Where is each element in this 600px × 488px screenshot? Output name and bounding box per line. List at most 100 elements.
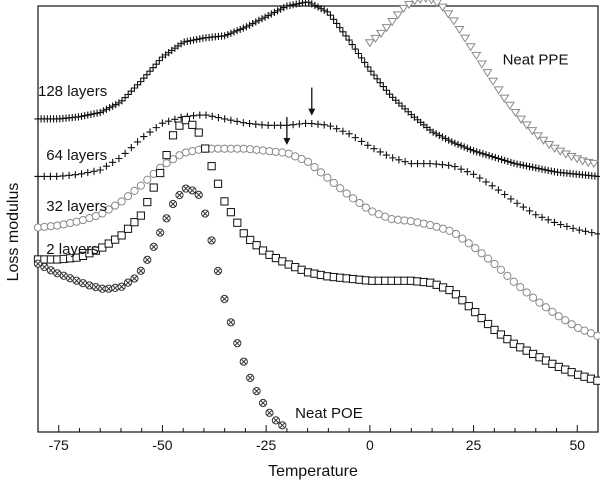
- data-point: [541, 166, 549, 174]
- data-point: [370, 34, 381, 44]
- data-point-cross: [234, 340, 241, 347]
- data-point: [207, 162, 216, 171]
- data-point: [465, 43, 476, 52]
- data-point: [488, 182, 496, 190]
- data-point: [137, 78, 145, 86]
- data-point: [535, 164, 543, 173]
- data-point: [278, 148, 287, 157]
- data-point: [469, 170, 478, 178]
- data-point: [165, 117, 173, 125]
- data-point-cross: [86, 282, 93, 289]
- data-point: [102, 105, 111, 113]
- data-point: [308, 0, 316, 8]
- data-point: [214, 114, 223, 122]
- data-point: [445, 226, 454, 235]
- data-point: [213, 266, 223, 276]
- data-point: [519, 161, 527, 169]
- series-labels: 128 layers 64 layers 32 layers 2 layers Neat…: [38, 51, 568, 422]
- data-point: [490, 325, 499, 335]
- data-point: [152, 124, 160, 132]
- data-point: [123, 224, 133, 233]
- data-point: [81, 112, 89, 120]
- data-point: [289, 121, 297, 129]
- data-point-cross: [131, 275, 138, 282]
- data-point-cross: [183, 185, 189, 192]
- data-point: [109, 158, 117, 166]
- data-point: [513, 199, 521, 207]
- data-point: [249, 19, 257, 28]
- data-point: [143, 197, 152, 207]
- data-point: [466, 145, 475, 154]
- data-point: [351, 45, 359, 53]
- data-point: [458, 296, 467, 305]
- data-point: [367, 67, 375, 75]
- data-point: [181, 184, 190, 193]
- data-point: [298, 0, 307, 7]
- data-point: [117, 197, 126, 206]
- data-point: [507, 195, 515, 203]
- data-point: [143, 255, 152, 264]
- data-point: [117, 282, 126, 291]
- data-point: [435, 131, 443, 139]
- data-point: [593, 376, 600, 385]
- data-point: [239, 119, 247, 127]
- data-point: [124, 90, 132, 98]
- data-point: [320, 6, 328, 14]
- data-point: [168, 131, 178, 140]
- data-point: [323, 173, 332, 182]
- data-point-cross: [279, 422, 286, 429]
- data-point: [202, 111, 210, 119]
- data-point-cross: [105, 285, 112, 292]
- data-point: [411, 0, 418, 6]
- data-point: [538, 213, 546, 221]
- data-point: [382, 151, 391, 159]
- data-point: [270, 121, 279, 129]
- data-point: [115, 154, 123, 163]
- data-point-cross: [253, 388, 260, 394]
- data-point: [401, 158, 409, 166]
- data-point: [149, 183, 158, 192]
- data-point: [438, 161, 447, 169]
- data-point: [77, 112, 86, 120]
- data-point: [437, 3, 448, 12]
- data-point: [111, 235, 120, 244]
- data-point: [504, 157, 512, 165]
- data-point: [513, 160, 521, 168]
- data-point: [224, 30, 232, 39]
- data-point-cross: [195, 191, 202, 198]
- data-point-cross: [54, 270, 61, 277]
- data-point: [593, 331, 600, 340]
- data-point: [438, 133, 447, 141]
- arrow-head: [308, 108, 316, 116]
- data-point: [213, 179, 223, 188]
- data-point: [432, 160, 440, 168]
- data-point: [123, 278, 133, 287]
- data-point: [501, 156, 509, 165]
- data-point: [395, 156, 403, 164]
- data-point: [246, 235, 255, 245]
- data-point: [420, 160, 428, 168]
- data-point: [493, 86, 504, 95]
- data-point: [471, 243, 480, 253]
- series-label-64-layers: 64 layers: [46, 147, 107, 164]
- x-tick-label: 50: [569, 437, 585, 453]
- data-point: [109, 102, 117, 110]
- data-point: [476, 149, 484, 157]
- data-point: [193, 35, 201, 44]
- data-point: [373, 75, 381, 83]
- data-point: [473, 148, 481, 156]
- data-point: [376, 79, 384, 87]
- data-point: [40, 172, 48, 180]
- data-point: [326, 122, 335, 130]
- data-point: [448, 17, 459, 26]
- data-point: [426, 160, 434, 168]
- data-point: [146, 67, 154, 75]
- data-point: [181, 116, 190, 125]
- data-point: [230, 28, 238, 36]
- data-point: [488, 152, 496, 161]
- data-point: [310, 163, 319, 172]
- data-point: [569, 224, 577, 232]
- data-point: [510, 159, 518, 167]
- data-point: [561, 316, 570, 325]
- data-point-cross: [80, 280, 86, 287]
